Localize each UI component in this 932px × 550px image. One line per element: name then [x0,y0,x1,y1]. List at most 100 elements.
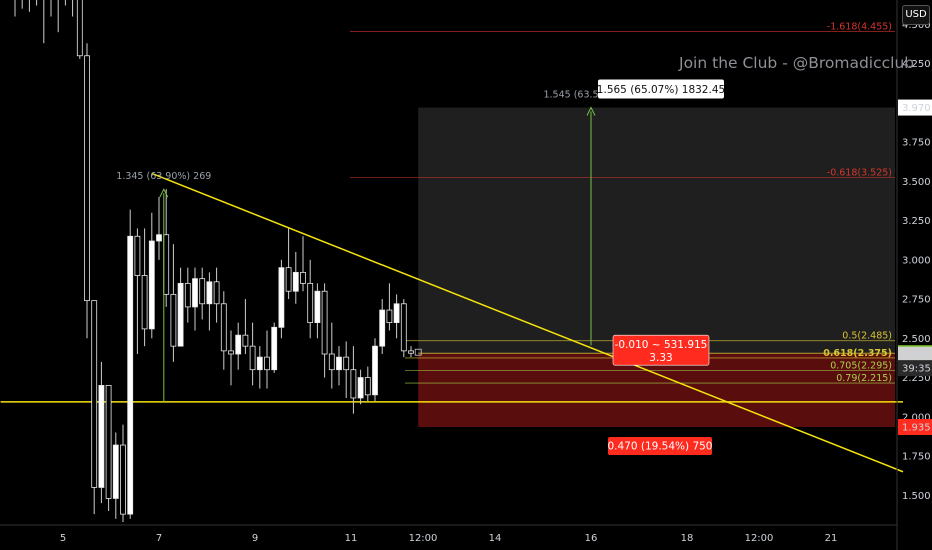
y-tick-label: 2.000 [902,412,931,423]
candle-body [76,0,83,57]
candle-body [148,240,155,330]
candle-body [314,290,321,324]
candle-body [91,300,98,488]
candle-body [271,326,278,371]
candle-body [343,356,350,371]
x-tick-label: 12:00 [745,533,774,544]
candle [328,322,335,389]
measure-arrowhead [586,106,596,116]
candle [120,424,126,522]
candle [400,299,407,358]
stop-label-text: 0.470 (19.54%) 750 [607,441,712,453]
candle-body [177,282,184,347]
candle-body [256,356,263,371]
candle-body [105,385,112,499]
candle [408,346,414,358]
candle-body [292,271,299,292]
candle [105,385,112,511]
candle-body [393,303,400,324]
target-label-box [598,79,724,99]
candle-body [199,278,206,305]
candle [98,361,105,504]
candle-body [300,271,306,284]
position-info-line2: 3.33 [649,352,672,364]
candle-body [163,234,170,295]
candle [14,0,16,17]
currency-button[interactable]: USD [902,5,930,25]
candle [278,259,285,339]
candle [235,322,242,370]
y-tick-label: 3.500 [902,177,931,188]
price-axis-label-box [898,99,932,116]
candle-body [400,303,407,352]
x-tick-label: 12:00 [409,533,438,544]
candle-body [134,235,141,276]
x-tick-label: 18 [681,533,694,544]
descending-trendline[interactable] [151,172,904,473]
y-tick-label: 2.250 [902,373,931,384]
candle [307,259,314,339]
candle [72,0,74,17]
candle-body [372,345,378,396]
candle [141,228,148,347]
fib-level-label: 0.705(2.295) [830,360,892,371]
candle [357,369,364,405]
candle-body [220,303,227,352]
candle-body [184,282,191,308]
fib-level-label: 0.79(2.215) [836,373,892,384]
candle-body [350,369,357,399]
price-axis-label: 1.935 [898,419,932,436]
candle-body [156,234,162,242]
candle [220,291,227,370]
candle [264,330,270,389]
price-axis-label-text: 39:35 [902,364,931,375]
candle-body [213,281,220,305]
candle [228,330,234,386]
candle [28,0,30,12]
candle [242,299,249,355]
candle [112,432,119,519]
candle [43,0,45,44]
y-tick-label: 3.000 [902,255,931,266]
candle [199,267,206,320]
price-axis-label: 3.970 [898,99,932,116]
y-tick-label: 2.500 [902,334,931,345]
watermark-text: Join the Club - @Bromadicclub [679,54,915,72]
candle [393,294,400,339]
candle-body [321,290,328,355]
y-tick-label: 2.750 [902,295,931,306]
candle-body [357,377,364,399]
y-tick-label: 3.250 [902,216,931,227]
stop-label-box [608,437,712,456]
candle-body [264,356,270,371]
candle-body [379,309,386,347]
candle-body [408,350,414,354]
candle [364,366,371,402]
price-marker [414,348,422,356]
price-axis-label-box [898,360,932,377]
candle-body [112,444,119,499]
candle-body [141,275,148,330]
candle-body [386,309,393,324]
candle [91,300,98,515]
candle [148,212,155,339]
x-tick-label: 16 [585,533,598,544]
candle [206,272,213,331]
profit-zone [418,107,895,354]
candle [386,283,393,331]
position-info-line1: -0.010 ~ 531.915 [615,339,708,351]
candle [192,267,198,331]
candle [292,251,299,304]
candle-body [120,444,126,515]
candle [21,0,23,9]
y-tick-label: 1.750 [902,452,931,463]
x-tick-label: 14 [489,533,502,544]
price-axis-label-box [898,346,932,363]
candle [127,209,134,519]
candle-body [336,356,342,371]
y-tick-label: 3.750 [902,138,931,149]
candle-body [206,281,213,305]
fib-level-label: -1.618(4.455) [827,21,892,32]
x-tick-label: 5 [60,533,66,544]
